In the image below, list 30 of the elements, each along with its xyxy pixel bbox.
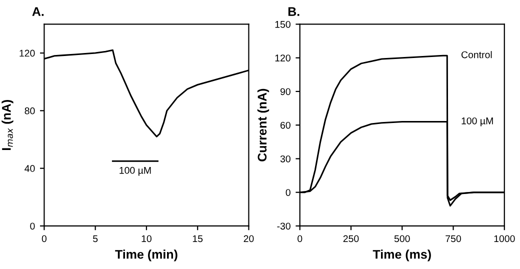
y-tick-label: 0 [286, 189, 290, 196]
y-tick-label: 40 [24, 165, 35, 172]
y-axis-title: I$_{max}$ (nA) [2, 100, 14, 150]
x-tick-label: 15 [192, 235, 203, 242]
x-tick-label: 20 [244, 235, 254, 242]
series-label: 100 µM [462, 117, 493, 126]
x-tick-label: 0 [298, 235, 302, 242]
y-tick-label: 120 [275, 54, 290, 62]
y-tick-label: 80 [24, 107, 35, 114]
y-tick-label: -30 [277, 222, 290, 230]
x-tick-label: 250 [343, 235, 359, 242]
annotation: 100 µM [120, 166, 151, 176]
series-label: Control [462, 51, 492, 58]
x-axis-title: Time (ms) [372, 250, 431, 262]
x-tick-label: 5 [93, 235, 98, 242]
y-tick-label: 60 [280, 122, 290, 129]
y-tick-label: 30 [280, 155, 290, 162]
x-tick-label: 1000 [494, 235, 515, 242]
y-tick-label: 150 [275, 20, 290, 28]
x-axis-title: Time (min) [115, 250, 178, 262]
x-tick-label: 10 [142, 235, 152, 242]
x-tick-label: 500 [394, 235, 410, 242]
x-tick-label: 750 [446, 235, 461, 242]
y-tick-label: 120 [20, 50, 35, 57]
chart-title: A. [32, 7, 44, 16]
y-tick-label: 0 [30, 222, 35, 230]
y-tick-label: 90 [280, 88, 290, 96]
x-tick-label: 0 [42, 235, 47, 242]
chart-title: B. [288, 7, 300, 16]
y-axis-title: Current (nA) [257, 88, 270, 162]
